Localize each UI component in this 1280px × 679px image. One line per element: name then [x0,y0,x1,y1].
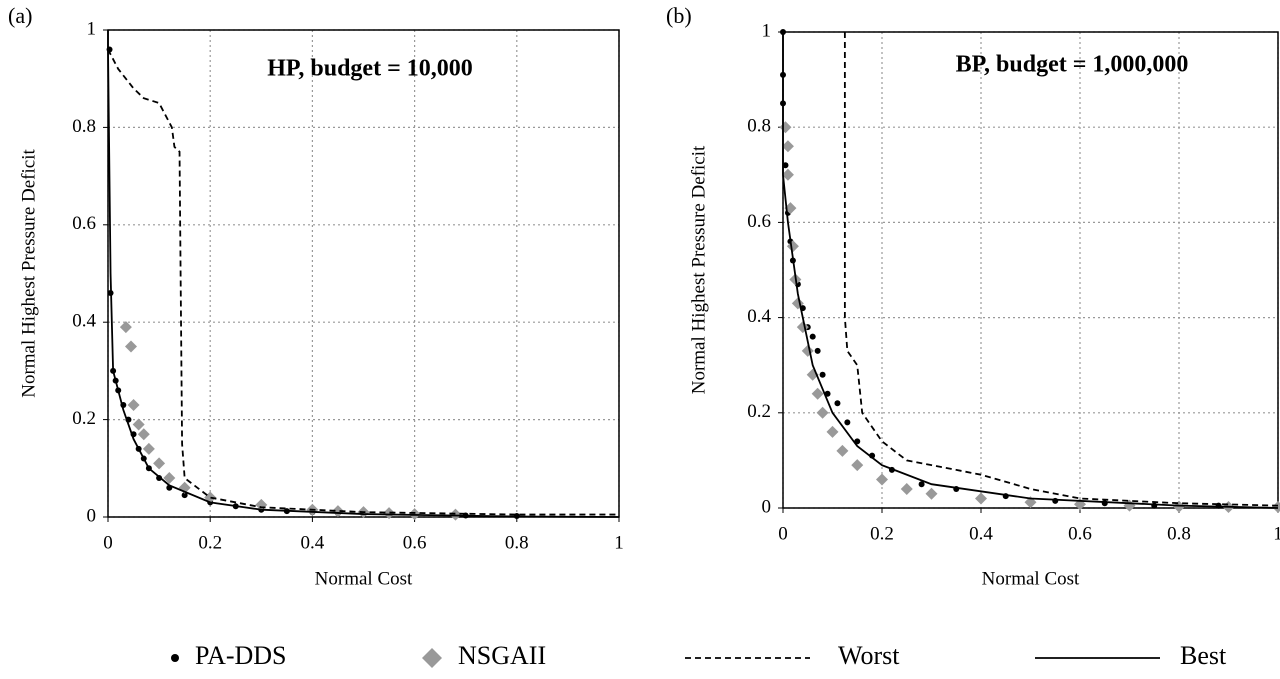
x-tick-label: 1 [1273,523,1280,544]
x-tick-label: 0.6 [1068,523,1092,544]
legend-marker [171,654,179,662]
marker [876,473,888,486]
marker [925,487,938,500]
marker [331,505,344,518]
series [107,30,620,518]
legend: PA-DDS NSGAII Worst Best [171,641,1227,670]
series [106,46,520,520]
y-tick-label: 0.6 [72,213,96,234]
legend-marker [422,648,442,668]
marker [449,508,462,521]
marker [782,162,789,169]
marker [781,168,794,181]
marker [836,444,849,457]
x-tick-label: 0 [778,523,788,544]
y-axis-label: Normal Highest Pressure Deficit [18,149,39,398]
marker [816,406,829,419]
x-tick-label: 0.6 [403,532,427,553]
y-tick-label: 0.2 [72,408,96,429]
x-axis-label: Normal Cost [315,568,413,589]
marker [163,472,176,485]
y-tick-label: 0.4 [747,306,771,327]
x-tick-label: 0.8 [1167,523,1191,544]
series [782,32,1279,509]
x-axis-label: Normal Cost [982,568,1080,589]
marker [1272,501,1280,514]
y-tick-label: 0.4 [72,311,96,332]
marker [796,321,809,334]
marker [814,347,821,354]
marker [786,240,799,253]
marker [124,340,137,353]
marker [918,481,925,488]
panel-label: (a) [8,3,32,28]
y-tick-label: 0.8 [72,116,96,137]
line [843,32,1279,507]
marker [127,398,140,411]
marker [826,425,839,438]
y-tick-label: 0.2 [747,401,771,422]
legend-label: Best [1180,641,1227,670]
chart-title: HP, budget = 10,000 [267,56,473,82]
y-tick-label: 0 [762,496,772,517]
y-axis-label: Normal Highest Pressure Deficit [688,145,709,394]
y-tick-label: 1 [87,18,97,39]
marker [779,121,792,134]
marker [781,140,794,153]
panel-label: (b) [666,3,692,28]
marker [132,418,145,431]
x-tick-label: 0 [103,532,113,553]
marker [142,442,155,455]
marker [119,321,132,334]
y-tick-label: 0 [87,505,97,526]
x-tick-label: 0.4 [969,523,993,544]
series [119,321,462,521]
series [843,32,1279,507]
y-tick-label: 0.6 [747,211,771,232]
y-tick-label: 0.8 [747,116,771,137]
x-tick-label: 1 [614,532,624,553]
x-tick-label: 0.4 [301,532,325,553]
marker [137,428,150,441]
legend-label: NSGAII [458,641,546,670]
chart-title: BP, budget = 1,000,000 [956,52,1189,78]
plot-frame [107,29,620,518]
series [780,29,1222,509]
marker [383,507,396,520]
marker [975,492,987,505]
y-tick-label: 1 [762,20,772,41]
marker [844,419,851,426]
marker [811,387,824,400]
line [107,30,620,518]
marker [181,492,188,499]
line [782,32,1279,509]
marker [819,371,826,378]
marker [801,344,814,357]
marker [900,482,913,495]
plot-frame [782,31,1279,509]
marker [834,400,841,407]
series [107,49,619,516]
marker [153,457,166,470]
x-tick-label: 0.2 [198,532,222,553]
line [107,49,619,516]
panel: 0 0.2 0.4 0.6 0.8 1 0 0.2 0.4 0.6 0.8 1 (b) BP, budge… [666,3,1280,589]
x-tick-label: 0.2 [870,523,894,544]
marker [851,459,864,472]
marker [809,333,816,340]
legend-label: Worst [838,641,900,670]
panel: 0 0.2 0.4 0.6 0.8 1 0 0.2 0.4 0.6 0.8 1 (a) HP, budge… [8,3,624,589]
x-tick-label: 0.8 [505,532,529,553]
legend-label: PA-DDS [195,641,287,670]
